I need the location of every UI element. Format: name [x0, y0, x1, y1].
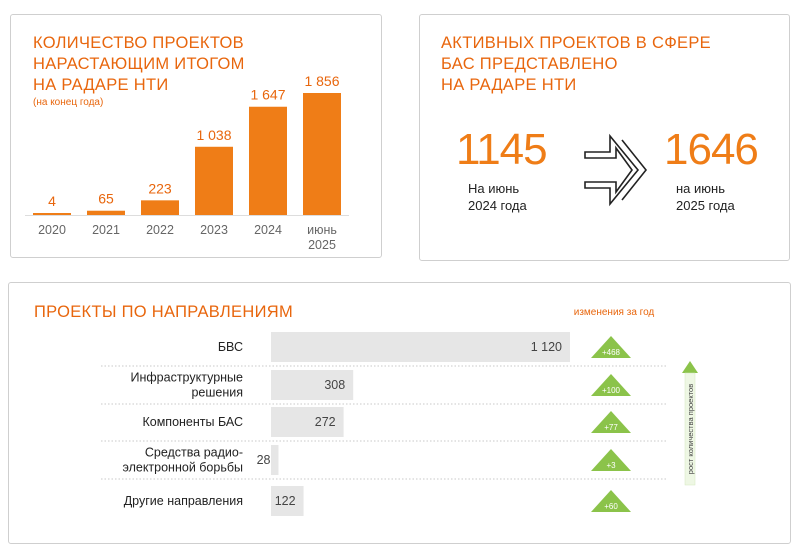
- caption-line: 2024 года: [468, 198, 527, 213]
- title-line: АКТИВНЫХ ПРОЕКТОВ В СФЕРЕ: [441, 34, 711, 52]
- change-up-triangle: [591, 411, 631, 433]
- bar: [271, 407, 344, 437]
- change-label: +3: [606, 461, 616, 470]
- bar: [271, 486, 304, 516]
- caption-line: На июнь: [468, 181, 520, 196]
- change-label: +100: [602, 386, 621, 395]
- bar: [141, 200, 179, 215]
- cumulative-bar-chart: 4 2020 65 2021 223 2022 1 038 2023 1 647 2024 1 85…: [25, 73, 349, 252]
- growth-axis-arrowhead: [682, 361, 698, 373]
- directions-bar-chart: изменения за год 1 120 БВС +468 308 Инфрастру…: [101, 307, 698, 516]
- title-line: БАС ПРЕДСТАВЛЕНО: [441, 55, 618, 73]
- active-projects-panel: АКТИВНЫХ ПРОЕКТОВ В СФЕРЕ БАС ПРЕДСТАВЛЕ…: [419, 14, 790, 261]
- bar-value-label: 223: [148, 180, 172, 196]
- change-label: +60: [604, 502, 618, 511]
- change-up-triangle: [591, 336, 631, 358]
- change-label: +77: [604, 423, 618, 432]
- category-label: Инфраструктурные: [131, 371, 244, 385]
- bar-value-label: 1 647: [250, 87, 285, 103]
- growth-axis-label: рост количества проектов: [686, 384, 695, 474]
- bar-value-label: 1 038: [196, 127, 231, 143]
- category-label: электронной борьбы: [122, 461, 243, 475]
- category-label: решения: [191, 386, 243, 400]
- x-tick-label: 2025: [308, 238, 336, 252]
- caption-line: 2025 года: [676, 198, 735, 213]
- x-tick-label: 2022: [146, 223, 174, 237]
- change-up-triangle: [591, 449, 631, 471]
- x-tick-label: 2021: [92, 223, 120, 237]
- title-line: КОЛИЧЕСТВО ПРОЕКТОВ: [33, 34, 244, 52]
- x-tick-label: 2023: [200, 223, 228, 237]
- active-2025-value: 1646: [664, 125, 759, 174]
- bar-value-label: 272: [315, 415, 336, 429]
- bar: [195, 146, 233, 215]
- bar: [271, 445, 279, 475]
- directions-title: ПРОЕКТЫ ПО НАПРАВЛЕНИЯМ: [34, 303, 293, 321]
- x-tick-label: 2024: [254, 223, 282, 237]
- title-line: НАРАСТАЮЩИМ ИТОГОМ: [33, 55, 245, 73]
- bar: [303, 93, 341, 215]
- change-column-header: изменения за год: [574, 307, 655, 318]
- growth-axis-bar: [684, 372, 696, 486]
- bar-value-label: 1 856: [304, 73, 339, 89]
- category-label: Компоненты БАС: [142, 415, 243, 429]
- active-projects-title: АКТИВНЫХ ПРОЕКТОВ В СФЕРЕ БАС ПРЕДСТАВЛЕ…: [441, 33, 711, 96]
- x-tick-label: 2020: [38, 223, 66, 237]
- cumulative-projects-panel: КОЛИЧЕСТВО ПРОЕКТОВ НАРАСТАЮЩИМ ИТОГОМ Н…: [10, 14, 382, 258]
- bar: [271, 370, 354, 400]
- category-label: БВС: [218, 340, 243, 354]
- active-2024-value: 1145: [456, 125, 548, 174]
- directions-panel: ПРОЕКТЫ ПО НАПРАВЛЕНИЯМ изменения за год…: [8, 282, 791, 544]
- bar-value-label: 122: [275, 494, 296, 508]
- bar: [249, 106, 287, 215]
- bar: [87, 210, 125, 215]
- category-label: Средства радио-: [145, 446, 243, 460]
- change-up-triangle: [591, 490, 631, 512]
- change-label: +468: [602, 348, 621, 357]
- active-2024-caption: На июнь 2024 года: [468, 180, 527, 214]
- category-label: Другие направления: [124, 494, 243, 508]
- cumulative-projects-title: КОЛИЧЕСТВО ПРОЕКТОВ НАРАСТАЮЩИМ ИТОГОМ Н…: [33, 33, 245, 96]
- active-2025-caption: на июнь 2025 года: [676, 180, 735, 214]
- bar: [271, 332, 570, 362]
- bar-value-label: 4: [48, 193, 56, 209]
- bar-value-label: 65: [98, 191, 114, 207]
- cumulative-projects-subtitle: (на конец года): [33, 97, 104, 108]
- bar-value-label: 308: [324, 378, 345, 392]
- change-up-triangle: [591, 374, 631, 396]
- title-line: НА РАДАРЕ НТИ: [33, 76, 169, 94]
- bar-value-label: 1 120: [531, 340, 562, 354]
- caption-line: на июнь: [676, 181, 725, 196]
- x-tick-label: июнь: [307, 223, 337, 237]
- bar-value-label: 28: [257, 453, 271, 467]
- double-chevron-arrow-icon: [584, 133, 648, 207]
- bar: [33, 213, 71, 215]
- title-line: НА РАДАРЕ НТИ: [441, 76, 577, 94]
